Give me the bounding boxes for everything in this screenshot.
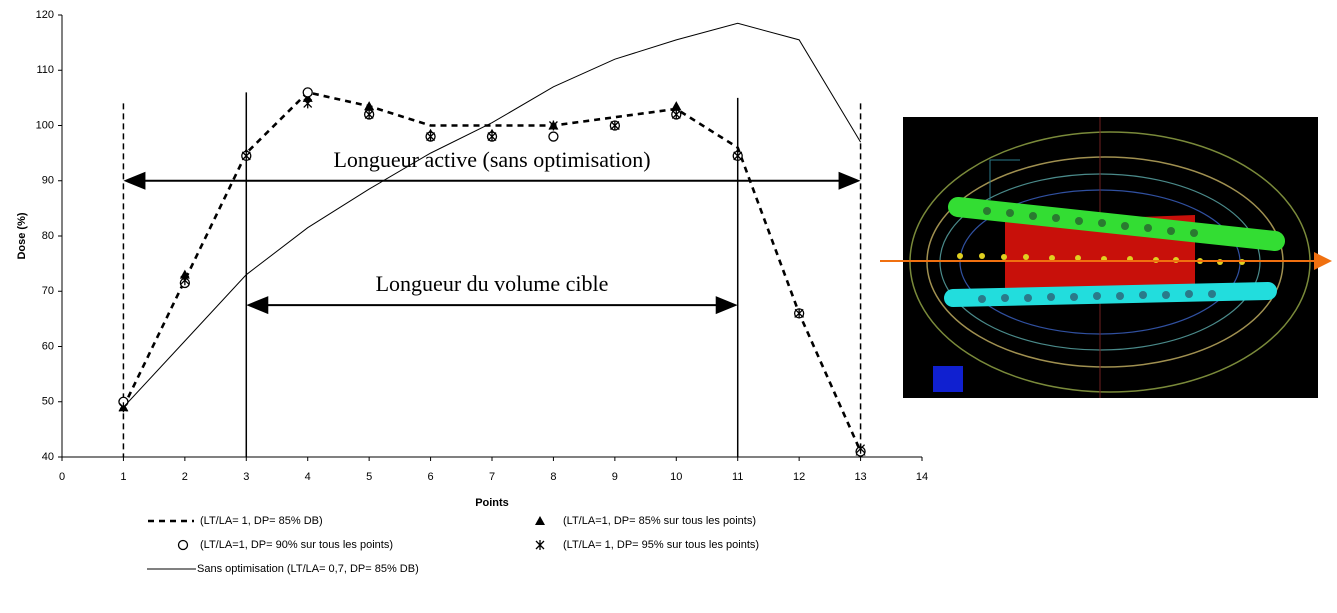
marker-shape	[671, 109, 681, 120]
marker	[671, 109, 681, 120]
x-tick-label: 8	[550, 471, 556, 483]
x-tick-label: 12	[793, 471, 805, 483]
marker-shape	[610, 120, 620, 131]
marker-shape	[302, 87, 313, 98]
marker	[548, 131, 559, 142]
marker-shape	[179, 269, 190, 279]
marker	[179, 269, 190, 279]
x-tick-label: 2	[182, 471, 188, 483]
legend-label: (LT/LA=1, DP= 85% sur tous les points)	[563, 515, 756, 527]
x-tick-label: 5	[366, 471, 372, 483]
x-tick-label: 13	[854, 471, 866, 483]
arrow-head	[246, 296, 269, 315]
y-tick-label: 100	[36, 119, 54, 131]
marker	[671, 101, 682, 111]
marker-shape	[535, 516, 545, 525]
y-tick-label: 110	[36, 64, 54, 76]
y-tick-label: 80	[42, 230, 54, 242]
legend-label: Sans optimisation (LT/LA= 0,7, DP= 85% D…	[197, 563, 419, 575]
y-tick-label: 50	[42, 396, 54, 408]
marker	[548, 120, 558, 131]
marker	[733, 150, 743, 161]
marker	[535, 516, 545, 525]
y-tick-label: 60	[42, 340, 54, 352]
marker-shape	[487, 131, 497, 142]
marker	[426, 131, 436, 142]
annotation-text: Longueur active (sans optimisation)	[333, 147, 650, 172]
x-tick-label: 6	[428, 471, 434, 483]
x-tick-label: 10	[670, 471, 682, 483]
marker-shape	[303, 98, 313, 109]
marker	[856, 443, 866, 454]
marker-shape	[548, 120, 558, 131]
marker-shape	[733, 150, 743, 161]
marker-shape	[671, 101, 682, 111]
marker-shape	[548, 131, 559, 142]
legend-label: (LT/LA=1, DP= 90% sur tous les points)	[200, 539, 393, 551]
arrow-head	[838, 171, 861, 190]
x-axis-label: Points	[475, 497, 509, 509]
marker	[610, 120, 620, 131]
x-tick-label: 4	[305, 471, 311, 483]
y-tick-label: 40	[42, 451, 54, 463]
x-tick-label: 3	[243, 471, 249, 483]
marker	[177, 539, 189, 551]
x-tick-label: 9	[612, 471, 618, 483]
marker-shape	[364, 109, 374, 120]
marker	[303, 98, 313, 109]
x-tick-label: 7	[489, 471, 495, 483]
x-tick-label: 11	[732, 471, 743, 483]
y-tick-label: 120	[36, 9, 54, 21]
legend-label: (LT/LA= 1, DP= 95% sur tous les points)	[563, 539, 759, 551]
marker-shape	[364, 101, 375, 111]
dosimetry-image	[880, 117, 1332, 398]
marker	[487, 131, 497, 142]
y-tick-label: 90	[42, 175, 54, 187]
marker-shape	[180, 275, 190, 286]
legend-label: (LT/LA= 1, DP= 85% DB)	[200, 515, 323, 527]
series-line	[123, 22, 861, 408]
annotation-text: Longueur du volume cible	[376, 271, 609, 296]
marker-shape	[177, 539, 189, 551]
marker-shape	[856, 443, 866, 454]
arrow-head	[123, 171, 146, 190]
x-tick-label: 0	[59, 471, 65, 483]
arrow-head	[715, 296, 738, 315]
y-axis-label: Dose (%)	[16, 212, 28, 259]
marker-shape	[535, 540, 545, 550]
marker	[535, 540, 545, 550]
marker	[180, 275, 190, 286]
marker-shape	[241, 150, 251, 161]
series-line	[122, 90, 862, 453]
marker	[364, 109, 374, 120]
marker	[241, 150, 251, 161]
marker	[302, 87, 313, 98]
x-tick-label: 14	[916, 471, 928, 483]
x-tick-label: 1	[120, 471, 126, 483]
marker-shape	[426, 131, 436, 142]
y-tick-label: 70	[42, 285, 54, 297]
marker	[364, 101, 375, 111]
marker	[794, 308, 804, 319]
marker-shape	[794, 308, 804, 319]
